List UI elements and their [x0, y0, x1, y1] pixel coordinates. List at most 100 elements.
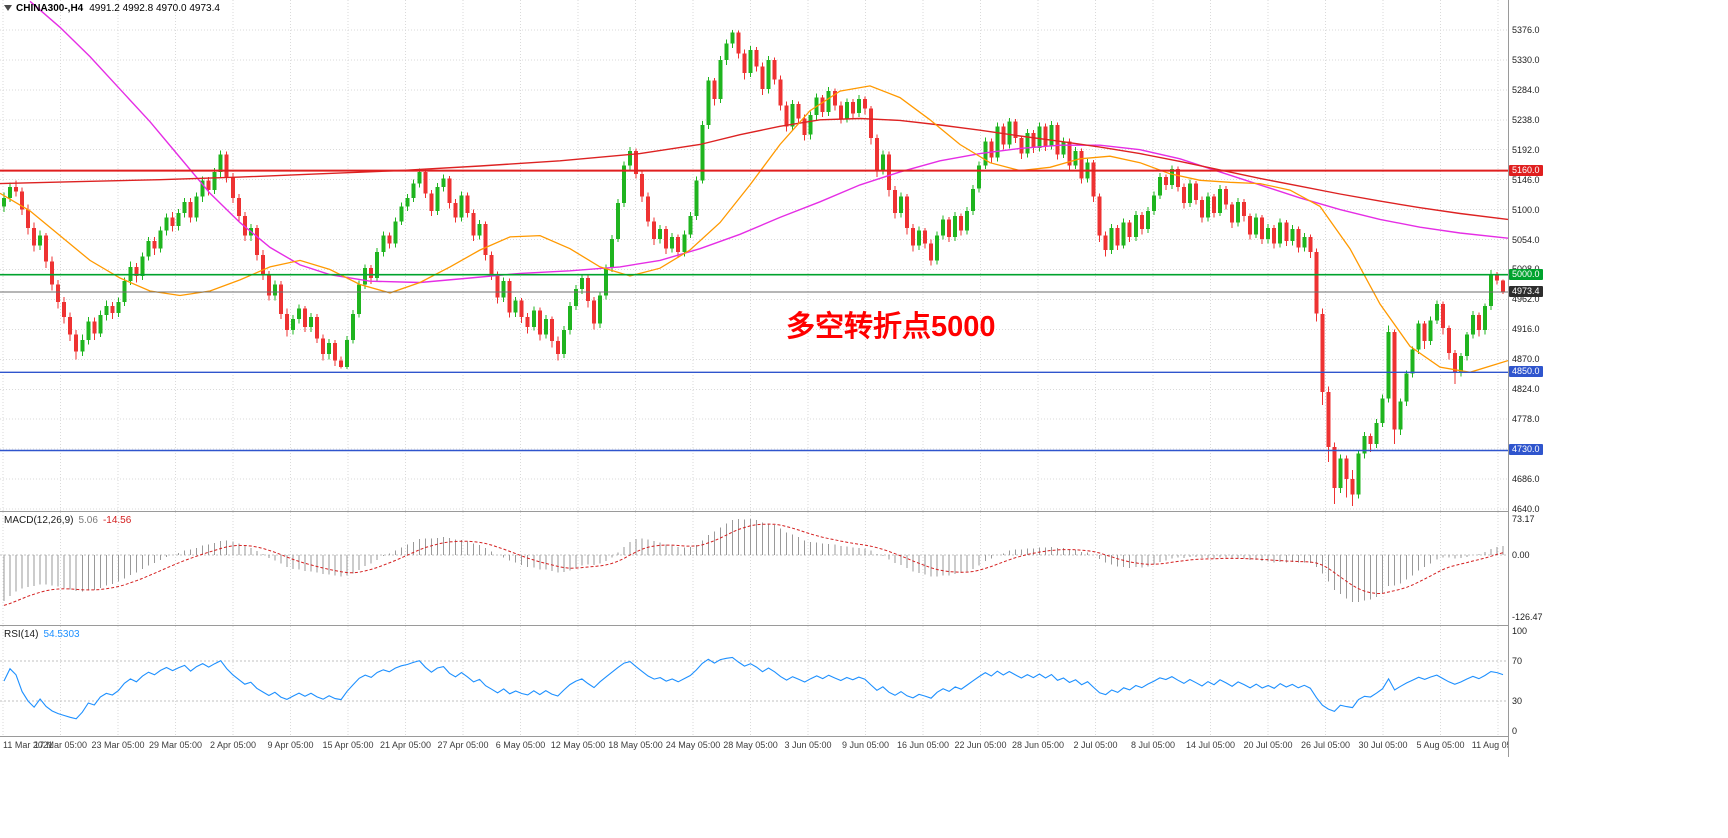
candle-down[interactable]: [1091, 162, 1096, 197]
candle-down[interactable]: [1501, 280, 1505, 292]
candle-up[interactable]: [1169, 169, 1174, 185]
candle-down[interactable]: [1115, 227, 1120, 246]
candle-down[interactable]: [224, 154, 229, 178]
candle-up[interactable]: [459, 195, 464, 218]
candle-down[interactable]: [868, 108, 873, 138]
candle-up[interactable]: [622, 165, 627, 204]
candle-down[interactable]: [20, 191, 25, 210]
price-axis[interactable]: 5376.0 5330.0 5284.0 5238.0 5192.0 5146.0 5100…: [1509, 0, 1728, 757]
candle-up[interactable]: [917, 230, 921, 246]
candle-down[interactable]: [754, 50, 759, 67]
candle-down[interactable]: [736, 32, 741, 54]
candle-up[interactable]: [567, 305, 572, 330]
main-chart-panel[interactable]: CHINA300-,H4 4991.2 4992.8 4970.0 4973.4 …: [0, 0, 1509, 511]
candle-down[interactable]: [1308, 236, 1313, 252]
candle-up[interactable]: [531, 310, 536, 327]
candle-down[interactable]: [339, 360, 344, 368]
candle-up[interactable]: [393, 221, 398, 244]
panel-divider-bottom[interactable]: [0, 736, 1560, 737]
candle-down[interactable]: [62, 302, 67, 317]
candle-up[interactable]: [543, 319, 548, 335]
candle-up[interactable]: [1482, 305, 1487, 330]
candle-up[interactable]: [826, 91, 831, 112]
candle-up[interactable]: [682, 234, 687, 252]
candle-down[interactable]: [333, 343, 338, 361]
candle-up[interactable]: [104, 305, 109, 315]
candle-up[interactable]: [628, 151, 633, 166]
candle-down[interactable]: [423, 171, 428, 194]
candle-down[interactable]: [188, 201, 193, 218]
candle-up[interactable]: [1398, 401, 1403, 430]
candle-up[interactable]: [935, 235, 940, 261]
candle-up[interactable]: [1362, 436, 1367, 454]
candle-down[interactable]: [592, 300, 596, 324]
candle-up[interactable]: [561, 330, 566, 355]
candle-down[interactable]: [820, 97, 825, 112]
candle-up[interactable]: [477, 223, 482, 236]
candle-up[interactable]: [658, 229, 663, 239]
candle-down[interactable]: [489, 255, 494, 275]
candle-down[interactable]: [74, 334, 79, 352]
candle-down[interactable]: [1260, 217, 1265, 239]
candle-up[interactable]: [212, 171, 217, 191]
candles[interactable]: [2, 29, 1505, 506]
candle-up[interactable]: [357, 284, 362, 314]
candle-down[interactable]: [68, 317, 73, 335]
candle-down[interactable]: [1175, 169, 1180, 187]
candle-down[interactable]: [742, 53, 747, 73]
candle-down[interactable]: [170, 217, 175, 226]
candle-down[interactable]: [772, 59, 777, 80]
candle-up[interactable]: [1133, 214, 1138, 237]
candle-down[interactable]: [832, 91, 837, 106]
candle-down[interactable]: [989, 141, 994, 158]
candle-down[interactable]: [862, 98, 867, 109]
candle-up[interactable]: [1428, 320, 1433, 342]
candle-up[interactable]: [610, 238, 614, 269]
candle-up[interactable]: [1416, 323, 1421, 350]
candle-up[interactable]: [417, 171, 422, 184]
candle-up[interactable]: [1356, 453, 1361, 495]
candle-up[interactable]: [694, 180, 699, 217]
candle-up[interactable]: [381, 235, 386, 252]
candle-down[interactable]: [1224, 188, 1229, 205]
candle-up[interactable]: [363, 268, 368, 285]
candle-down[interactable]: [1476, 315, 1481, 331]
candle-down[interactable]: [893, 190, 897, 213]
candle-down[interactable]: [646, 196, 651, 222]
candle-up[interactable]: [176, 212, 181, 226]
candle-down[interactable]: [152, 240, 157, 249]
candle-up[interactable]: [405, 197, 410, 207]
candle-up[interactable]: [1236, 201, 1241, 223]
rsi-svg[interactable]: [0, 626, 1508, 736]
candle-up[interactable]: [140, 256, 145, 277]
candle-down[interactable]: [507, 281, 512, 313]
candle-down[interactable]: [303, 308, 307, 327]
candle-up[interactable]: [116, 302, 121, 314]
candle-up[interactable]: [435, 186, 440, 211]
candle-down[interactable]: [284, 313, 289, 331]
candle-up[interactable]: [513, 300, 518, 313]
candle-up[interactable]: [1073, 151, 1078, 166]
candle-down[interactable]: [1212, 196, 1216, 213]
candle-down[interactable]: [838, 105, 843, 119]
candle-down[interactable]: [947, 219, 952, 237]
candle-up[interactable]: [1049, 125, 1054, 146]
candle-down[interactable]: [886, 154, 891, 191]
candle-up[interactable]: [182, 201, 187, 213]
candle-up[interactable]: [1025, 132, 1030, 154]
candle-down[interactable]: [56, 284, 61, 303]
candle-up[interactable]: [730, 32, 735, 44]
candle-down[interactable]: [537, 310, 542, 335]
candle-down[interactable]: [26, 209, 31, 228]
candle-down[interactable]: [874, 138, 879, 171]
candle-up[interactable]: [1151, 195, 1156, 211]
candle-up[interactable]: [1338, 458, 1343, 489]
candle-up[interactable]: [604, 268, 608, 296]
candle-up[interactable]: [1061, 141, 1066, 155]
candle-down[interactable]: [1296, 229, 1301, 248]
candle-down[interactable]: [760, 66, 765, 90]
candle-up[interactable]: [688, 216, 693, 235]
candle-down[interactable]: [92, 321, 97, 334]
candle-down[interactable]: [1446, 328, 1451, 353]
candle-down[interactable]: [278, 284, 283, 314]
